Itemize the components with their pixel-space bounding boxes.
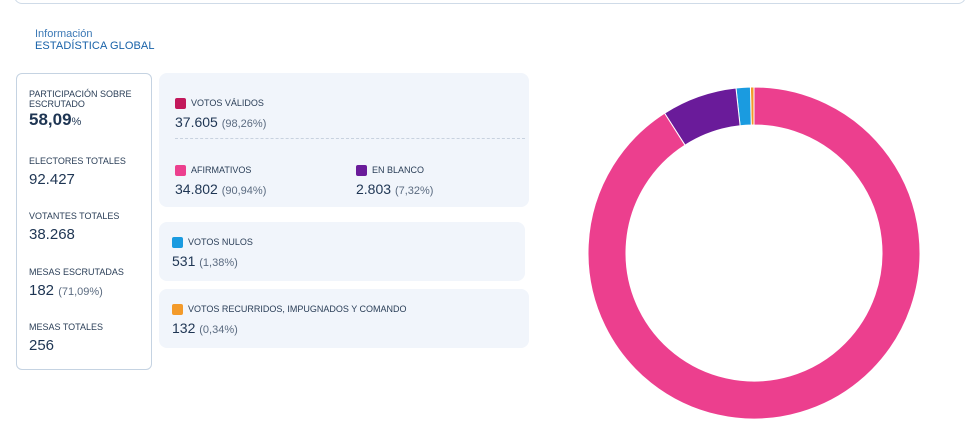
- item-label: AFIRMATIVOS: [191, 165, 252, 175]
- votos-validos-swatch: [175, 97, 186, 109]
- afirmativos-swatch: [175, 164, 186, 176]
- breadcrumb-info[interactable]: Información: [35, 28, 93, 40]
- item-label: VOTOS RECURRIDOS, IMPUGNADOS Y COMANDO: [188, 304, 407, 314]
- stat-label: VOTANTES TOTALES: [29, 211, 120, 221]
- stat-label: MESAS TOTALES: [29, 322, 104, 332]
- item-label: VOTOS NULOS: [188, 237, 253, 247]
- votos-nulos: VOTOS NULOS 531 (1,38%): [172, 236, 253, 272]
- divider: [175, 138, 525, 139]
- item-value: 34.802 (90,94%): [175, 181, 267, 197]
- stat-value: 92.427: [29, 171, 75, 188]
- stat-votantes: VOTANTES TOTALES 38.268: [29, 211, 119, 244]
- stat-value: 58,09%: [29, 110, 82, 129]
- stat-value: 38.268: [29, 226, 75, 243]
- breadcrumb: Información ESTADÍSTICA GLOBAL: [35, 28, 155, 53]
- votos-validos: VOTOS VÁLIDOS 37.605 (98,26%): [175, 97, 266, 133]
- votes-donut-chart: [588, 87, 920, 419]
- stat-electores: ELECTORES TOTALES 92.427: [29, 156, 126, 189]
- stat-value: 256: [29, 337, 55, 354]
- votos-nulos-card: VOTOS NULOS 531 (1,38%): [159, 222, 525, 281]
- votos-en-blanco: EN BLANCO 2.803 (7,32%): [356, 164, 433, 200]
- stat-mesas-totales: MESAS TOTALES 256: [29, 322, 103, 355]
- stat-participacion: PARTICIPACIÓN SOBRE ESCRUTADO 58,09%: [29, 89, 139, 131]
- nulos-swatch: [172, 236, 183, 248]
- stat-label: MESAS ESCRUTADAS: [29, 267, 124, 277]
- item-label: VOTOS VÁLIDOS: [191, 98, 264, 108]
- summary-panel: PARTICIPACIÓN SOBRE ESCRUTADO 58,09% ELE…: [16, 73, 152, 370]
- votos-afirmativos: AFIRMATIVOS 34.802 (90,94%): [175, 164, 266, 200]
- item-value: 2.803 (7,32%): [356, 181, 434, 197]
- stat-value: 182 (71,09%): [29, 282, 103, 299]
- en-blanco-swatch: [356, 164, 367, 176]
- item-value: 531 (1,38%): [172, 253, 238, 269]
- recurridos-swatch: [172, 303, 183, 315]
- votos-validos-card: VOTOS VÁLIDOS 37.605 (98,26%) AFIRMATIVO…: [159, 73, 529, 207]
- donut-slice-afirmativos[interactable]: [588, 87, 920, 419]
- page-title: ESTADÍSTICA GLOBAL: [35, 40, 155, 52]
- stat-label: ELECTORES TOTALES: [29, 156, 126, 166]
- stat-label: PARTICIPACIÓN SOBRE ESCRUTADO: [29, 89, 132, 109]
- top-panel-border: [14, 0, 966, 4]
- stat-mesas-escrutadas: MESAS ESCRUTADAS 182 (71,09%): [29, 267, 124, 301]
- item-value: 37.605 (98,26%): [175, 114, 267, 130]
- item-label: EN BLANCO: [372, 165, 425, 175]
- votos-recurridos: VOTOS RECURRIDOS, IMPUGNADOS Y COMANDO 1…: [172, 303, 407, 339]
- votos-recurridos-card: VOTOS RECURRIDOS, IMPUGNADOS Y COMANDO 1…: [159, 289, 529, 348]
- item-value: 132 (0,34%): [172, 320, 238, 336]
